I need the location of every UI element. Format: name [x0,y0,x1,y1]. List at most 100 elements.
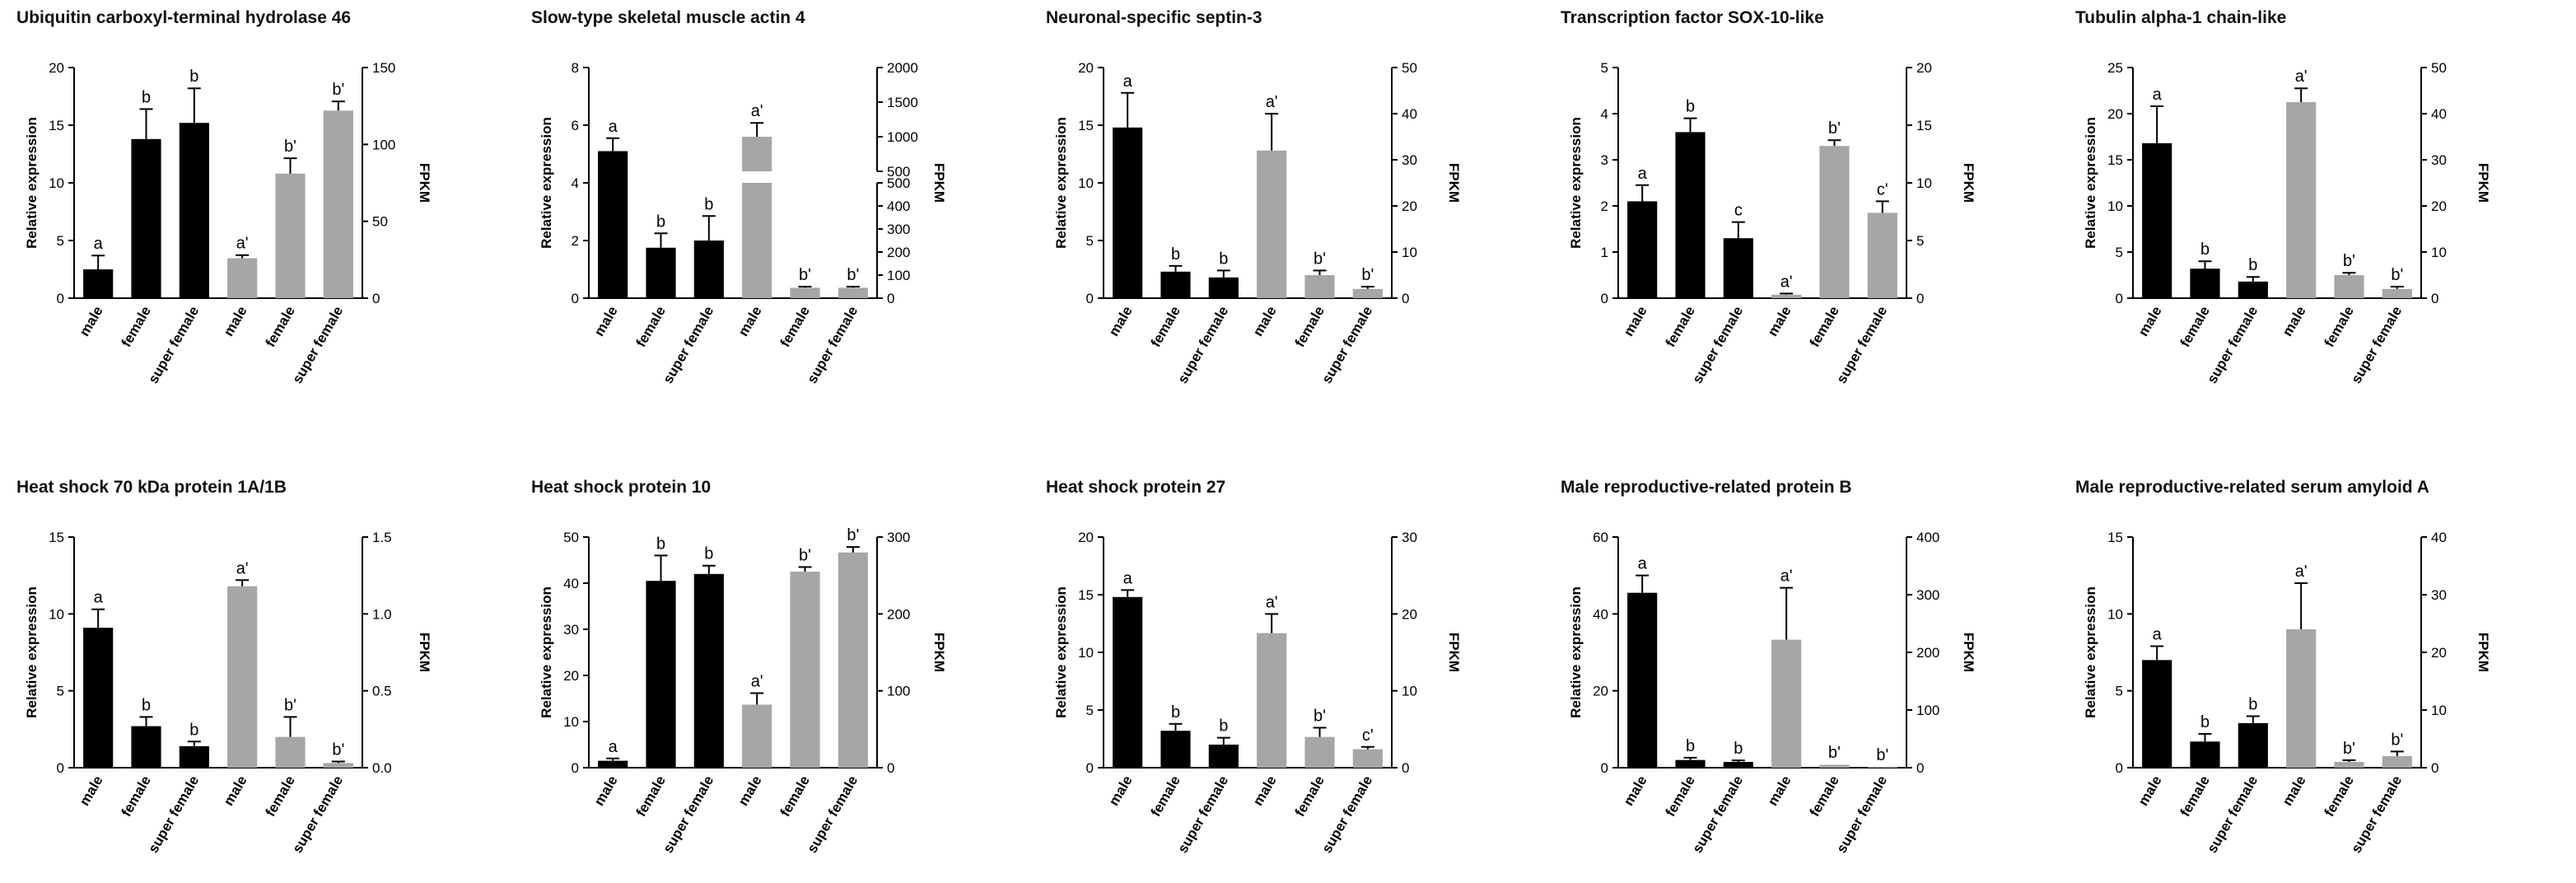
significance-label: b' [2391,731,2403,749]
y-tick-label-right: 1.0 [372,606,392,622]
chart-title: Male reproductive-related protein B [1561,478,1852,497]
x-tick-label: male [2135,304,2165,339]
y-tick-label-left: 20 [1078,60,1094,76]
y-axis-label-right: FPKM [417,633,432,672]
y-tick-label-left: 0 [1601,760,1608,776]
bar-fpkm [227,586,258,768]
y-tick-label-left: 10 [2107,199,2123,214]
y-tick-label-left: 2 [1601,199,1608,214]
x-tick-label: male [1621,304,1650,339]
bar-relative-expression [131,138,161,298]
bar-relative-expression [2238,722,2268,768]
y-tick-label-left: 4 [1601,106,1608,122]
chart-title: Heat shock protein 10 [531,478,712,497]
y-tick-label-left: 10 [49,606,64,622]
significance-label: b' [284,696,296,714]
x-tick-label: female [777,773,813,820]
y-tick-label-right: 10 [1402,245,1417,260]
significance-label: b [1171,703,1180,722]
x-tick-label: male [591,773,621,809]
y-tick-label-right: 50 [1402,60,1417,76]
bar-relative-expression [1627,592,1658,768]
y-tick-label-left: 5 [1086,703,1094,718]
y-tick-label-right: 0 [1916,760,1924,776]
chart-panel: Tubulin alpha-1 chain-like 0 5 10 15 20 25 Rela… [2075,8,2576,395]
y-axis-label-left: Relative expression [24,117,40,249]
significance-label: a' [2295,68,2308,86]
significance-label: b [2248,695,2257,713]
bar-fpkm [1257,633,1287,768]
significance-label: a' [751,672,763,690]
y-tick-label-left: 10 [49,175,64,191]
y-tick-label-left: 20 [1593,684,1608,699]
bar-fpkm [1257,150,1287,298]
y-tick-label-left: 0 [1601,291,1608,306]
y-tick-label-left: 5 [57,233,64,249]
y-axis-label-left: Relative expression [1568,586,1584,718]
significance-label: b [2200,713,2210,731]
bar-fpkm [2382,756,2412,768]
y-tick-label-left: 8 [572,60,579,76]
y-tick-label-right: 200 [887,245,910,260]
bar-fpkm [838,287,868,298]
significance-label: b [142,88,151,106]
y-tick-label-left: 0 [572,760,579,776]
y-tick-label-left: 0 [1086,291,1094,306]
y-tick-label-left: 0 [2116,760,2123,776]
y-axis-label-left: Relative expression [2083,586,2098,718]
x-tick-label: female [2177,773,2213,820]
significance-label: b' [332,81,344,99]
bar-relative-expression [2142,142,2172,298]
x-tick-label: male [1250,304,1280,339]
bar-relative-expression [1208,745,1239,768]
bar-fpkm [1819,146,1850,298]
y-tick-label-right: 150 [372,60,395,76]
chart-svg: 0 5 10 15 Relative expression 0 10 20 30 40 FPKM a b… [2083,530,2491,856]
y-tick-label-right: 0.0 [372,760,392,776]
y-axis-label-right: FPKM [931,163,947,203]
y-tick-label-right: 0.5 [372,684,392,699]
bar-relative-expression [1675,132,1706,298]
bar-fpkm [742,704,772,768]
significance-label: b' [332,741,344,759]
y-tick-label-left: 15 [1078,587,1094,603]
x-tick-label: male [77,773,106,809]
y-axis-label-right: FPKM [931,633,947,672]
bar-fpkm [275,173,306,298]
y-tick-label-right: 30 [1402,530,1417,545]
y-tick-label-right: 20 [2431,199,2447,214]
y-tick-label-right: 40 [2431,530,2447,545]
bar-fpkm [790,572,820,768]
y-axis-label-left: Relative expression [24,586,40,718]
chart-panel: Heat shock protein 27 0 5 10 15 20 Relative ex… [1046,478,1556,865]
chart-panel: Ubiquitin carboxyl-terminal hydrolase 46… [16,8,527,395]
x-tick-label: male [1621,773,1650,809]
y-tick-label-left: 0 [57,291,64,306]
significance-label: a' [1266,593,1278,611]
significance-label: a [2153,626,2163,644]
chart-svg: 0 5 10 15 20 Relative expression 0 10 20 30 FPKM a b… [1053,530,1462,856]
y-axis-label-right: FPKM [1446,163,1462,203]
bar-fpkm [1867,766,1897,768]
y-tick-label-right: 0 [887,291,894,306]
significance-label: b' [847,266,859,284]
y-tick-label-right: 5 [1916,233,1924,249]
y-tick-label-right: 300 [887,530,910,545]
significance-label: b [1219,717,1228,736]
significance-label: a [94,589,104,607]
x-tick-label: super female [1689,304,1746,386]
significance-label: b [142,696,151,714]
x-tick-label: super female [2348,773,2405,856]
x-tick-label: male [1765,773,1794,809]
y-tick-label-right: 200 [1916,645,1939,661]
x-tick-label: super female [1174,773,1231,856]
bar-fpkm [1304,275,1335,298]
bar-fpkm [323,110,353,298]
x-tick-label: female [1807,773,1842,820]
x-tick-label: female [119,773,154,820]
x-tick-label: female [1292,304,1328,350]
significance-label: b' [1314,250,1326,268]
significance-label: b [704,195,713,213]
bar-relative-expression [1160,271,1191,298]
y-tick-label-right: 0 [1916,291,1924,306]
